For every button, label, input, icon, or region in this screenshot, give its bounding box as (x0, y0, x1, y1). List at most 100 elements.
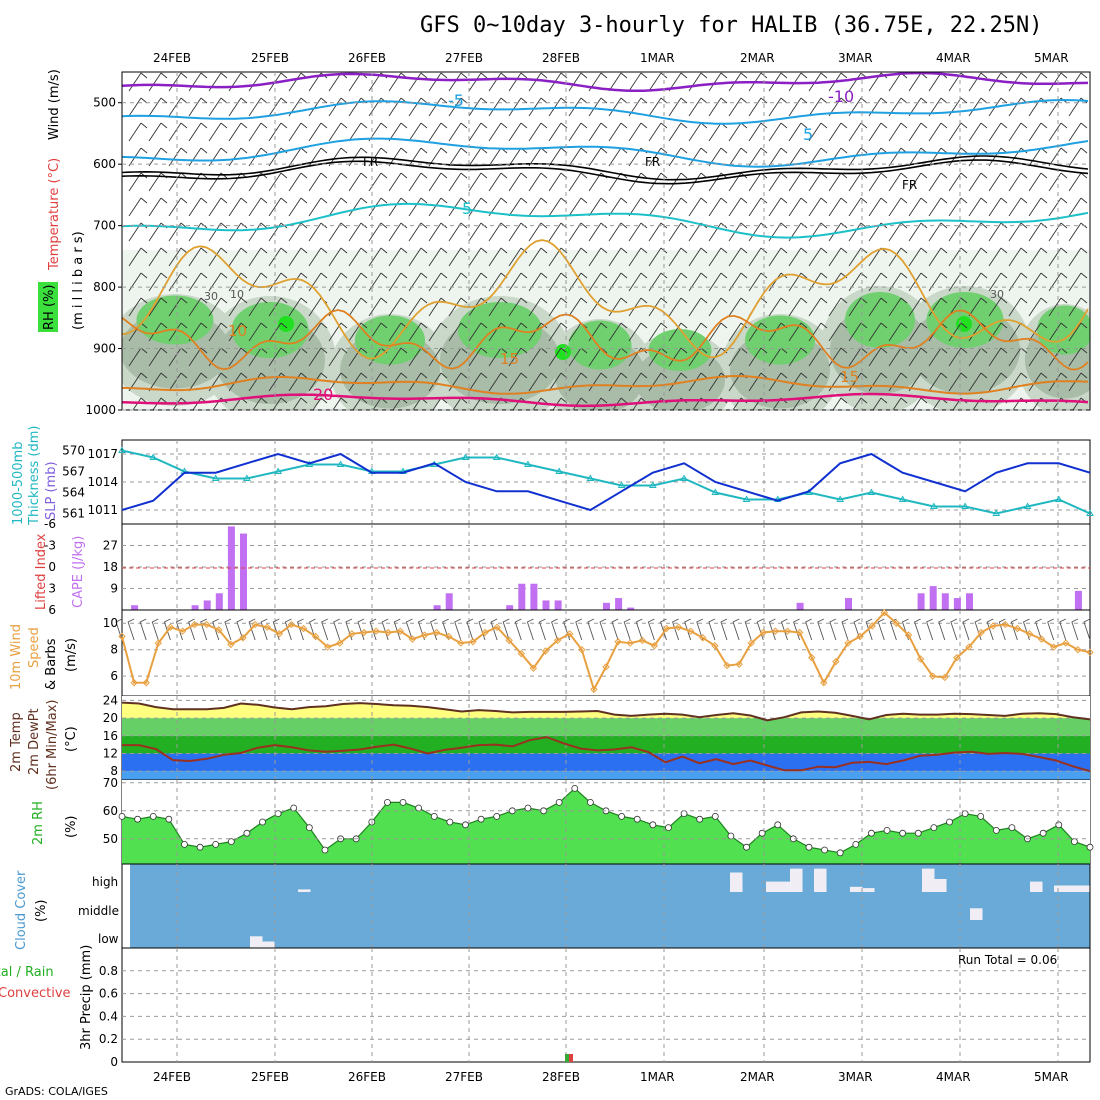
thickness-line-marker-6 (305, 460, 314, 467)
wind-point-80 (1086, 648, 1094, 657)
thickness-line-marker-13 (524, 460, 532, 467)
cape-bar-1 (131, 605, 139, 610)
label-cape: CAPE (J/kg) (71, 536, 86, 608)
tick-p-500: 500 (93, 96, 116, 110)
cloud-gap-high-67 (934, 879, 947, 892)
date-top-24feb: 24FEB (153, 51, 191, 65)
tick-thick-567: 567 (62, 465, 85, 479)
wind-speed-line (121, 611, 1091, 692)
tick-p-800: 800 (93, 280, 116, 294)
date-bottom-25feb: 25FEB (251, 1070, 289, 1084)
cloud-gap-high-60 (850, 886, 863, 892)
profile-panel: 500 600 700 800 900 1000 -10 -5 5 FR FR FR 5 … (38, 69, 1091, 417)
rh-point-62 (1086, 843, 1094, 851)
wind-point-32 (505, 636, 513, 645)
thickness-line-marker-28 (992, 509, 1001, 516)
wind-point-15 (299, 624, 308, 633)
wind-point-67 (928, 672, 937, 680)
wind-point-48 (699, 634, 707, 642)
label-temp-4: (°C) (64, 726, 79, 752)
label-rh2m-1: 2m RH (31, 801, 46, 845)
tick-precip-0: 0 (110, 1055, 118, 1069)
wind-point-49 (711, 642, 719, 650)
profile-side-labels: Wind (m/s) Temperature (°C) RH (%) (m i … (38, 69, 86, 332)
rh-point-50 (899, 829, 907, 837)
footer-credit: GrADS: COLA/IGES (5, 1085, 108, 1098)
wind-point-43 (638, 636, 647, 645)
cloud-gap-high-78 (1066, 885, 1079, 892)
cape-bar-10 (240, 533, 247, 610)
rh-label-10: 10 (230, 288, 244, 301)
wind-point-35 (541, 647, 550, 655)
run-total: Run Total = 0.06 (958, 953, 1057, 967)
thickness-line-marker-23 (836, 495, 845, 502)
wind-point-71 (977, 628, 985, 637)
wind-point-41 (614, 638, 622, 646)
rh-point-54 (961, 810, 969, 817)
wind-point-26 (432, 628, 441, 637)
thickness-line-marker-20 (742, 495, 751, 502)
tick-temp-20: 20 (103, 711, 118, 725)
tick-slp-1017: 1017 (87, 447, 118, 461)
rh-point-59 (1039, 829, 1047, 837)
wind-point-0 (118, 632, 126, 641)
label-wind-4: (m/s) (64, 638, 79, 672)
thickness-line-marker-24 (867, 488, 876, 495)
wind-point-12 (263, 623, 271, 631)
cape-bar-32 (506, 605, 514, 610)
cape-bar-41 (615, 598, 623, 610)
cloud-gap-high-55 (790, 868, 803, 892)
cloud-gap-high-53 (766, 881, 779, 892)
wind-point-78 (1062, 639, 1070, 647)
cloud-gap-low-11 (262, 941, 275, 948)
cape-li-panel: 9 18 27 6 3 0 -3 -6 Lifted Index CAPE (J/kg) (34, 517, 1091, 617)
tick-rh-70: 70 (103, 776, 118, 790)
cloud-gap-high-77 (1054, 885, 1067, 892)
cloud-gap-high-14 (298, 889, 311, 892)
wind-point-10 (239, 634, 247, 642)
tick-cape-18: 18 (103, 560, 118, 574)
wind-10m-panel: 6 8 10 10m Wind Speed & Barbs (m/s) (9, 608, 1094, 697)
wind-point-51 (735, 660, 743, 668)
tick-temp-16: 16 (103, 729, 118, 743)
rh-point-4 (181, 841, 188, 848)
cape-bar-70 (966, 593, 973, 610)
cloud-gap-high-61 (862, 888, 875, 892)
wind-point-77 (1049, 643, 1058, 651)
wind-point-40 (602, 663, 610, 671)
rh-point-57 (1008, 824, 1016, 831)
rh-point-32 (618, 813, 626, 820)
date-bottom-5mar: 5MAR (1034, 1070, 1069, 1084)
rh-point-9 (259, 818, 266, 826)
wind-point-28 (457, 639, 465, 647)
rh-point-7 (227, 838, 235, 845)
tick-precip-0_4: 0.4 (99, 1009, 118, 1023)
tick-p-600: 600 (93, 157, 116, 171)
contour-label-10: 10 (228, 322, 247, 340)
rh-point-46 (836, 849, 844, 857)
rh-point-0 (118, 813, 126, 820)
tick-thick-570: 570 (62, 444, 85, 458)
rh-point-19 (415, 804, 423, 812)
wind-point-31 (493, 623, 501, 631)
rh-point-30 (586, 799, 594, 806)
contour-label-fr3: FR (902, 178, 917, 192)
thickness-line-marker-1 (149, 453, 158, 460)
wind-point-53 (759, 628, 768, 637)
thickness-line-marker-25 (898, 495, 907, 502)
date-top-4mar: 4MAR (936, 51, 971, 65)
rh-point-48 (868, 829, 875, 837)
thickness-line (121, 449, 1091, 515)
rh-point-3 (165, 815, 173, 823)
temp-band-16 (122, 718, 1090, 736)
wind-point-16 (311, 632, 320, 641)
rh-point-49 (883, 827, 891, 834)
thickness-line-marker-4 (243, 474, 251, 481)
date-top-3mar: 3MAR (838, 51, 873, 65)
label-temp-1: 2m Temp (9, 712, 24, 772)
tick-precip-0_2: 0.2 (99, 1032, 118, 1046)
wind-point-17 (323, 643, 332, 651)
wind-point-46 (674, 623, 683, 631)
cape-bar-79 (1074, 590, 1082, 610)
